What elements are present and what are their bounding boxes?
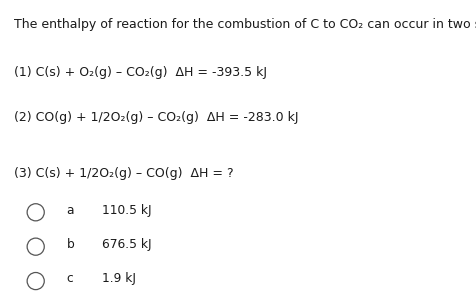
Text: 676.5 kJ: 676.5 kJ <box>102 238 152 251</box>
Text: a: a <box>67 204 74 217</box>
Text: (1) C(s) + O₂(g) – CO₂(g)  ΔH = -393.5 kJ: (1) C(s) + O₂(g) – CO₂(g) ΔH = -393.5 kJ <box>14 66 268 79</box>
Text: (2) CO(g) + 1/2O₂(g) – CO₂(g)  ΔH = -283.0 kJ: (2) CO(g) + 1/2O₂(g) – CO₂(g) ΔH = -283.… <box>14 111 299 123</box>
Text: c: c <box>67 272 73 286</box>
Text: 110.5 kJ: 110.5 kJ <box>102 204 152 217</box>
Text: b: b <box>67 238 74 251</box>
Text: (3) C(s) + 1/2O₂(g) – CO(g)  ΔH = ?: (3) C(s) + 1/2O₂(g) – CO(g) ΔH = ? <box>14 167 234 180</box>
Text: 1.9 kJ: 1.9 kJ <box>102 272 136 286</box>
Text: The enthalpy of reaction for the combustion of C to CO₂ can occur in two steps.: The enthalpy of reaction for the combust… <box>14 18 476 31</box>
